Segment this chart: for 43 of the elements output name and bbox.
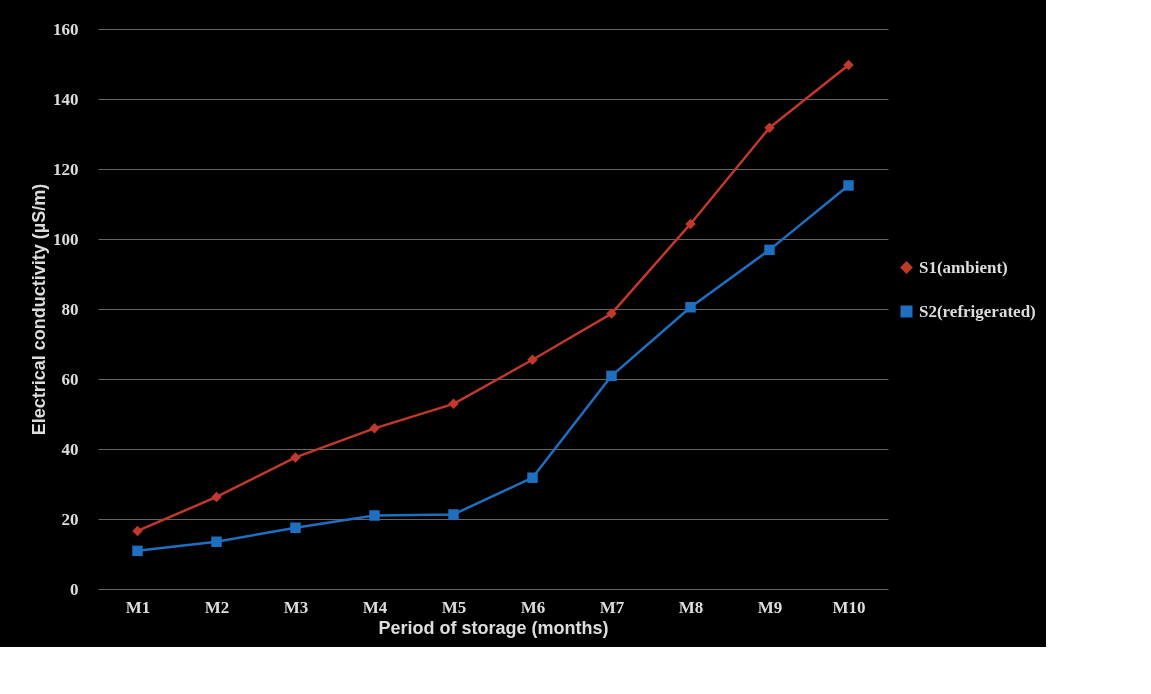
point bbox=[843, 59, 854, 71]
x-tick-label: M7 bbox=[599, 597, 625, 617]
point bbox=[606, 308, 617, 319]
point bbox=[211, 491, 222, 503]
point bbox=[527, 354, 538, 365]
point bbox=[685, 218, 696, 230]
x-tick-label: M5 bbox=[441, 597, 467, 617]
x-tick-label: M8 bbox=[678, 597, 704, 617]
point bbox=[685, 302, 696, 313]
y-tick-label: 40 bbox=[61, 439, 79, 459]
point bbox=[843, 180, 854, 191]
point bbox=[369, 510, 380, 521]
legend-label: S1(ambient) bbox=[919, 257, 1008, 277]
legend-label: S2(refrigerated) bbox=[919, 301, 1036, 321]
x-tick-label: M3 bbox=[283, 597, 309, 617]
point bbox=[448, 509, 459, 520]
x-tick-label: M1 bbox=[125, 597, 151, 617]
y-tick-label: 100 bbox=[53, 229, 79, 249]
y-tick-label: 160 bbox=[53, 19, 79, 39]
point bbox=[527, 472, 538, 483]
point bbox=[290, 522, 301, 533]
point bbox=[132, 525, 143, 537]
point bbox=[606, 370, 617, 382]
y-tick-label: 20 bbox=[61, 509, 79, 529]
point bbox=[764, 244, 775, 256]
y-tick-label: 80 bbox=[61, 299, 79, 319]
y-tick-label: 120 bbox=[53, 159, 79, 179]
x-tick-label: M6 bbox=[520, 597, 546, 617]
y-tick-label: 0 bbox=[70, 579, 79, 599]
x-tick-label: M9 bbox=[757, 597, 783, 617]
point bbox=[764, 122, 775, 133]
y-tick-label: 140 bbox=[53, 89, 79, 109]
x-tick-label: M4 bbox=[362, 597, 388, 617]
point bbox=[448, 398, 459, 410]
point bbox=[369, 423, 380, 434]
point bbox=[132, 545, 143, 557]
x-axis-title: Period of storage (months) bbox=[378, 617, 609, 638]
x-tick-label: M2 bbox=[204, 597, 230, 617]
x-tick-label: M10 bbox=[832, 597, 866, 617]
y-axis-title: Electrical conductivity (µS/m) bbox=[29, 183, 49, 436]
point bbox=[211, 536, 222, 547]
y-tick-label: 60 bbox=[61, 369, 79, 389]
point bbox=[290, 452, 301, 463]
